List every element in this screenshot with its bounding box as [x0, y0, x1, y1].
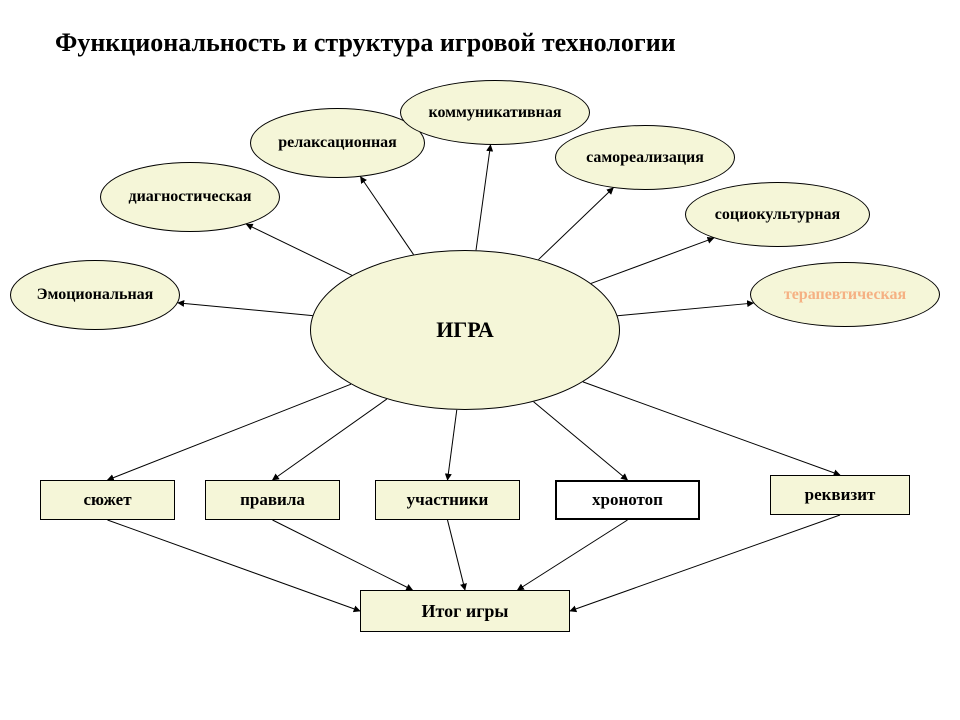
- edge: [518, 520, 628, 590]
- edge: [108, 384, 352, 480]
- node-r_props: реквизит: [770, 475, 910, 515]
- node-label: терапевтическая: [784, 286, 906, 304]
- node-label: Итог игры: [422, 601, 509, 622]
- edge: [538, 188, 613, 260]
- edge: [448, 410, 457, 480]
- edge: [108, 520, 361, 611]
- node-label: диагностическая: [128, 188, 251, 206]
- edge: [583, 382, 840, 475]
- edge: [246, 224, 351, 275]
- node-label: реквизит: [805, 485, 876, 505]
- node-r_chronotope: хронотоп: [555, 480, 700, 520]
- edge: [591, 238, 714, 283]
- node-label: социокультурная: [715, 206, 840, 224]
- edge: [361, 177, 414, 255]
- node-r_result: Итог игры: [360, 590, 570, 632]
- diagram-title: Функциональность и структура игровой тех…: [55, 28, 676, 58]
- node-e_emotional: Эмоциональная: [10, 260, 180, 330]
- node-label: хронотоп: [592, 490, 663, 510]
- edge: [448, 520, 466, 590]
- edge: [273, 520, 413, 590]
- node-label: сюжет: [83, 490, 131, 510]
- node-e_socio: социокультурная: [685, 182, 870, 247]
- edge: [476, 145, 491, 250]
- edge: [570, 515, 840, 611]
- node-e_diagnostic: диагностическая: [100, 162, 280, 232]
- node-label: Эмоциональная: [37, 286, 154, 304]
- edge: [534, 402, 628, 480]
- node-label: ИГРА: [436, 317, 494, 343]
- node-label: правила: [240, 490, 305, 510]
- edge: [178, 303, 313, 316]
- node-r_rules: правила: [205, 480, 340, 520]
- node-center: ИГРА: [310, 250, 620, 410]
- node-r_plot: сюжет: [40, 480, 175, 520]
- node-label: коммуникативная: [428, 104, 561, 122]
- node-e_comm: коммуникативная: [400, 80, 590, 145]
- node-e_therap: терапевтическая: [750, 262, 940, 327]
- node-label: релаксационная: [278, 134, 397, 152]
- node-e_self: самореализация: [555, 125, 735, 190]
- node-r_participants: участники: [375, 480, 520, 520]
- node-e_relax: релаксационная: [250, 108, 425, 178]
- node-label: самореализация: [586, 149, 704, 167]
- node-label: участники: [407, 490, 489, 510]
- edge: [618, 303, 754, 316]
- diagram-canvas: { "type": "network", "background_color":…: [0, 0, 960, 720]
- edge: [273, 399, 387, 480]
